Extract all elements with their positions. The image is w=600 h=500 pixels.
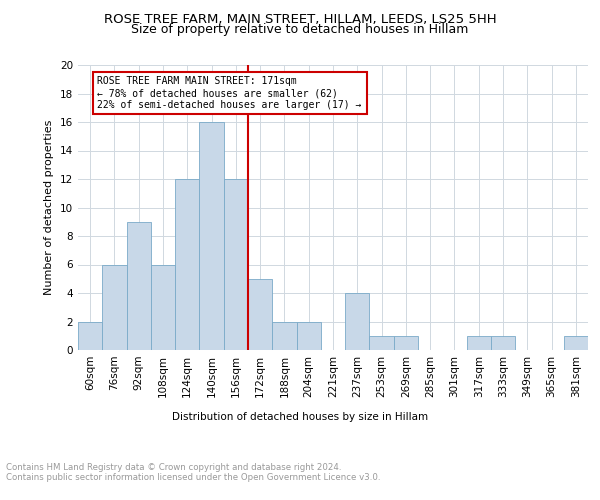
- Bar: [151, 264, 175, 350]
- Bar: [345, 293, 370, 350]
- Bar: [78, 322, 102, 350]
- Bar: [224, 179, 248, 350]
- Bar: [491, 336, 515, 350]
- Text: ROSE TREE FARM, MAIN STREET, HILLAM, LEEDS, LS25 5HH: ROSE TREE FARM, MAIN STREET, HILLAM, LEE…: [104, 12, 496, 26]
- Bar: [127, 222, 151, 350]
- Bar: [199, 122, 224, 350]
- Bar: [370, 336, 394, 350]
- Bar: [248, 279, 272, 350]
- Y-axis label: Number of detached properties: Number of detached properties: [44, 120, 55, 295]
- Bar: [175, 179, 199, 350]
- Bar: [467, 336, 491, 350]
- Text: Distribution of detached houses by size in Hillam: Distribution of detached houses by size …: [172, 412, 428, 422]
- Text: Contains HM Land Registry data © Crown copyright and database right 2024.
Contai: Contains HM Land Registry data © Crown c…: [6, 462, 380, 482]
- Bar: [564, 336, 588, 350]
- Bar: [102, 264, 127, 350]
- Bar: [272, 322, 296, 350]
- Bar: [394, 336, 418, 350]
- Text: ROSE TREE FARM MAIN STREET: 171sqm
← 78% of detached houses are smaller (62)
22%: ROSE TREE FARM MAIN STREET: 171sqm ← 78%…: [97, 76, 362, 110]
- Bar: [296, 322, 321, 350]
- Text: Size of property relative to detached houses in Hillam: Size of property relative to detached ho…: [131, 22, 469, 36]
